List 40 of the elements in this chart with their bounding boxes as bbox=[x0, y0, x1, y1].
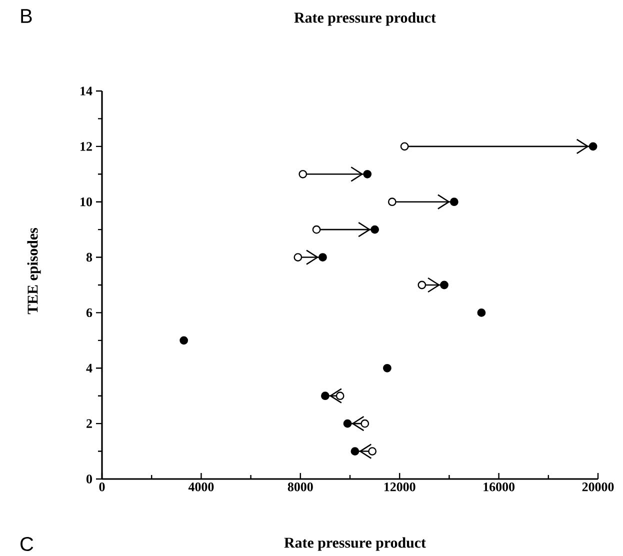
point bbox=[588, 142, 598, 151]
point bbox=[440, 280, 448, 290]
point bbox=[294, 253, 302, 262]
point bbox=[363, 170, 372, 178]
point bbox=[298, 170, 308, 178]
y-tick-label: 14 bbox=[80, 86, 92, 96]
point bbox=[400, 142, 409, 151]
point bbox=[388, 198, 396, 206]
x-tick-label: 16000 bbox=[484, 482, 514, 492]
point bbox=[350, 447, 360, 456]
point bbox=[370, 225, 379, 234]
point bbox=[368, 447, 377, 456]
chart-title: Rate pressure product bbox=[294, 12, 436, 26]
y-tick-label: 12 bbox=[80, 142, 92, 151]
point bbox=[336, 392, 344, 400]
point bbox=[312, 225, 321, 234]
y-axis-title: TEE episodes bbox=[27, 228, 41, 314]
y-tick-label: 0 bbox=[86, 474, 92, 484]
x-tick-label: 20000 bbox=[582, 482, 614, 492]
point bbox=[318, 253, 327, 262]
text: B bbox=[21, 9, 32, 23]
point bbox=[477, 308, 486, 317]
x-tick-label: 4000 bbox=[188, 482, 214, 492]
x-tick-label: 0 bbox=[99, 482, 105, 492]
point bbox=[180, 336, 188, 345]
point bbox=[450, 198, 458, 206]
y-tick-label: 8 bbox=[86, 252, 92, 262]
x-tick-label: 12000 bbox=[384, 482, 416, 492]
point bbox=[360, 419, 370, 428]
text: C bbox=[20, 536, 34, 552]
point bbox=[343, 419, 352, 428]
y-tick-label: 6 bbox=[86, 308, 92, 318]
y-tick-label: 10 bbox=[80, 197, 92, 206]
x-tick-label: 8000 bbox=[288, 482, 313, 492]
point bbox=[418, 280, 426, 290]
point bbox=[321, 392, 330, 400]
point bbox=[383, 364, 392, 372]
y-tick-label: 2 bbox=[86, 419, 92, 428]
y-tick-label: 4 bbox=[86, 364, 92, 372]
text: Rate pressure product bbox=[284, 537, 426, 551]
